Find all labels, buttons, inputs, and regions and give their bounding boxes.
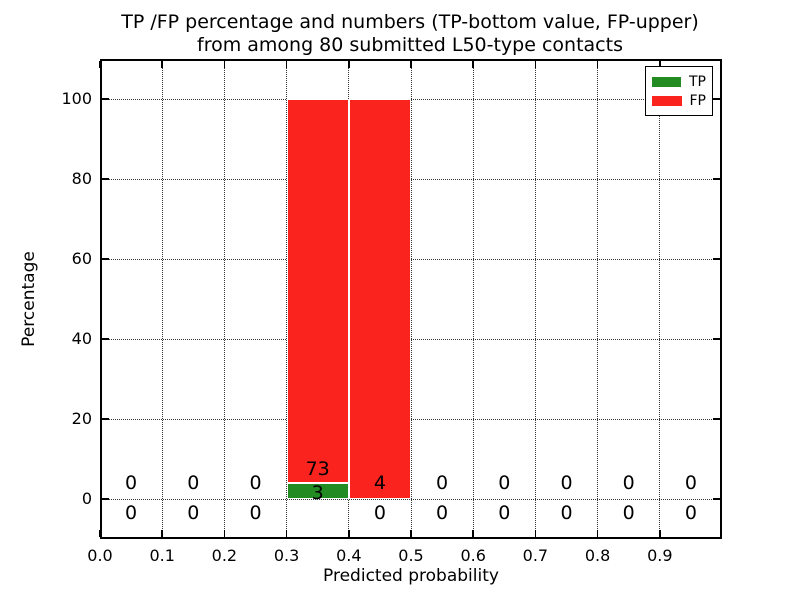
x-tick-label: 0.7 bbox=[522, 546, 549, 565]
fp-swatch-icon bbox=[652, 95, 682, 106]
x-tick-mark bbox=[472, 530, 474, 537]
x-gridline bbox=[410, 59, 412, 539]
tp-count-label: 3 bbox=[311, 482, 324, 504]
x-tick-mark bbox=[534, 530, 537, 537]
fp-count-label: 0 bbox=[187, 472, 200, 494]
x-tick-mark bbox=[348, 61, 350, 68]
fp-count-label: 0 bbox=[125, 472, 138, 494]
legend-label-fp: FP bbox=[689, 92, 707, 109]
x-tick-mark bbox=[223, 530, 226, 537]
x-gridline bbox=[659, 59, 661, 539]
fp-count-label: 0 bbox=[560, 472, 573, 494]
fp-count-label: 0 bbox=[498, 472, 511, 494]
y-tick-label: 0 bbox=[81, 489, 92, 508]
chart-title-line-2: from among 80 submitted L50-type contact… bbox=[197, 34, 623, 56]
tp-count-label: 0 bbox=[622, 502, 635, 524]
tp-count-label: 0 bbox=[436, 502, 449, 524]
x-tick-mark bbox=[285, 61, 288, 68]
x-tick-label: 0.8 bbox=[584, 546, 611, 565]
y-tick-mark bbox=[713, 338, 720, 340]
y-tick-mark bbox=[102, 98, 109, 100]
tp-count-label: 0 bbox=[187, 502, 200, 524]
x-tick-label: 0.5 bbox=[398, 546, 424, 565]
tp-count-label: 0 bbox=[373, 502, 386, 524]
y-tick-label: 80 bbox=[71, 169, 92, 188]
x-tick-mark bbox=[596, 61, 599, 68]
y-tick-mark bbox=[102, 418, 109, 420]
y-tick-mark bbox=[102, 338, 109, 340]
x-tick-mark bbox=[161, 61, 163, 68]
x-gridline bbox=[472, 59, 474, 539]
y-tick-mark bbox=[102, 178, 109, 180]
fp-count-label: 0 bbox=[622, 472, 635, 494]
bar-segment-fp bbox=[348, 99, 411, 499]
x-tick-label: 0.3 bbox=[273, 546, 300, 565]
y-tick-label: 100 bbox=[61, 89, 92, 108]
legend: TP FP bbox=[645, 66, 713, 116]
x-gridline bbox=[223, 59, 225, 539]
tp-count-label: 0 bbox=[249, 502, 262, 524]
axis-spine-top bbox=[100, 59, 722, 61]
tp-count-label: 0 bbox=[560, 502, 573, 524]
y-tick-label: 40 bbox=[71, 329, 92, 348]
bar-segment-tp bbox=[286, 483, 349, 499]
x-tick-mark bbox=[472, 61, 474, 68]
chart-title-line-1: TP /FP percentage and numbers (TP-bottom… bbox=[121, 11, 699, 33]
y-tick-mark bbox=[713, 98, 720, 100]
chart-title: TP /FP percentage and numbers (TP-bottom… bbox=[60, 11, 760, 57]
y-tick-mark bbox=[102, 258, 109, 260]
y-tick-label: 20 bbox=[71, 409, 92, 428]
x-gridline bbox=[597, 59, 599, 539]
x-tick-mark bbox=[223, 61, 226, 68]
y-tick-mark bbox=[713, 258, 720, 260]
x-tick-mark bbox=[285, 530, 288, 537]
x-tick-label: 0.6 bbox=[460, 546, 486, 565]
tp-swatch-icon bbox=[652, 76, 681, 87]
tp-count-label: 0 bbox=[498, 502, 511, 524]
x-tick-label: 0.2 bbox=[211, 546, 238, 565]
fp-count-label: 73 bbox=[305, 458, 330, 480]
fp-count-label: 0 bbox=[249, 472, 262, 494]
x-tick-label: 0.9 bbox=[647, 546, 673, 565]
x-tick-label: 0.1 bbox=[149, 546, 175, 565]
x-tick-label: 0.0 bbox=[87, 546, 113, 565]
x-gridline bbox=[534, 59, 536, 539]
x-gridline bbox=[161, 59, 163, 539]
y-tick-mark bbox=[102, 498, 109, 500]
x-tick-mark bbox=[659, 530, 661, 537]
y-tick-label: 60 bbox=[71, 249, 92, 268]
x-tick-mark bbox=[659, 61, 661, 68]
x-tick-mark bbox=[534, 61, 537, 68]
y-axis-label: Percentage bbox=[19, 251, 39, 347]
axis-spine-bottom bbox=[100, 537, 722, 539]
plot-area: TP FP 0 20 40 60 80 100 0.0 0.1 0.2 0.3 0.4 0.5 0.6 0… bbox=[61, 59, 722, 565]
fp-count-label: 0 bbox=[436, 472, 449, 494]
y-tick-mark bbox=[713, 498, 720, 500]
bar-segment-fp bbox=[286, 99, 349, 484]
axis-spine-left bbox=[100, 59, 102, 539]
legend-entry-tp: TP bbox=[652, 72, 706, 91]
x-tick-mark bbox=[348, 530, 350, 537]
y-tick-mark bbox=[713, 418, 720, 420]
fp-count-label: 4 bbox=[373, 472, 386, 494]
x-tick-mark bbox=[410, 61, 412, 68]
x-tick-mark bbox=[410, 530, 412, 537]
tp-count-label: 0 bbox=[125, 502, 138, 524]
axis-spine-right bbox=[720, 59, 722, 539]
fp-count-label: 0 bbox=[684, 472, 697, 494]
x-tick-mark bbox=[596, 530, 599, 537]
x-tick-label: 0.4 bbox=[336, 546, 362, 565]
y-tick-mark bbox=[713, 178, 720, 180]
legend-entry-fp: FP bbox=[652, 91, 706, 110]
tp-count-label: 0 bbox=[684, 502, 697, 524]
x-tick-mark bbox=[161, 530, 163, 537]
x-axis-label: Predicted probability bbox=[323, 566, 499, 586]
legend-label-tp: TP bbox=[689, 73, 706, 90]
